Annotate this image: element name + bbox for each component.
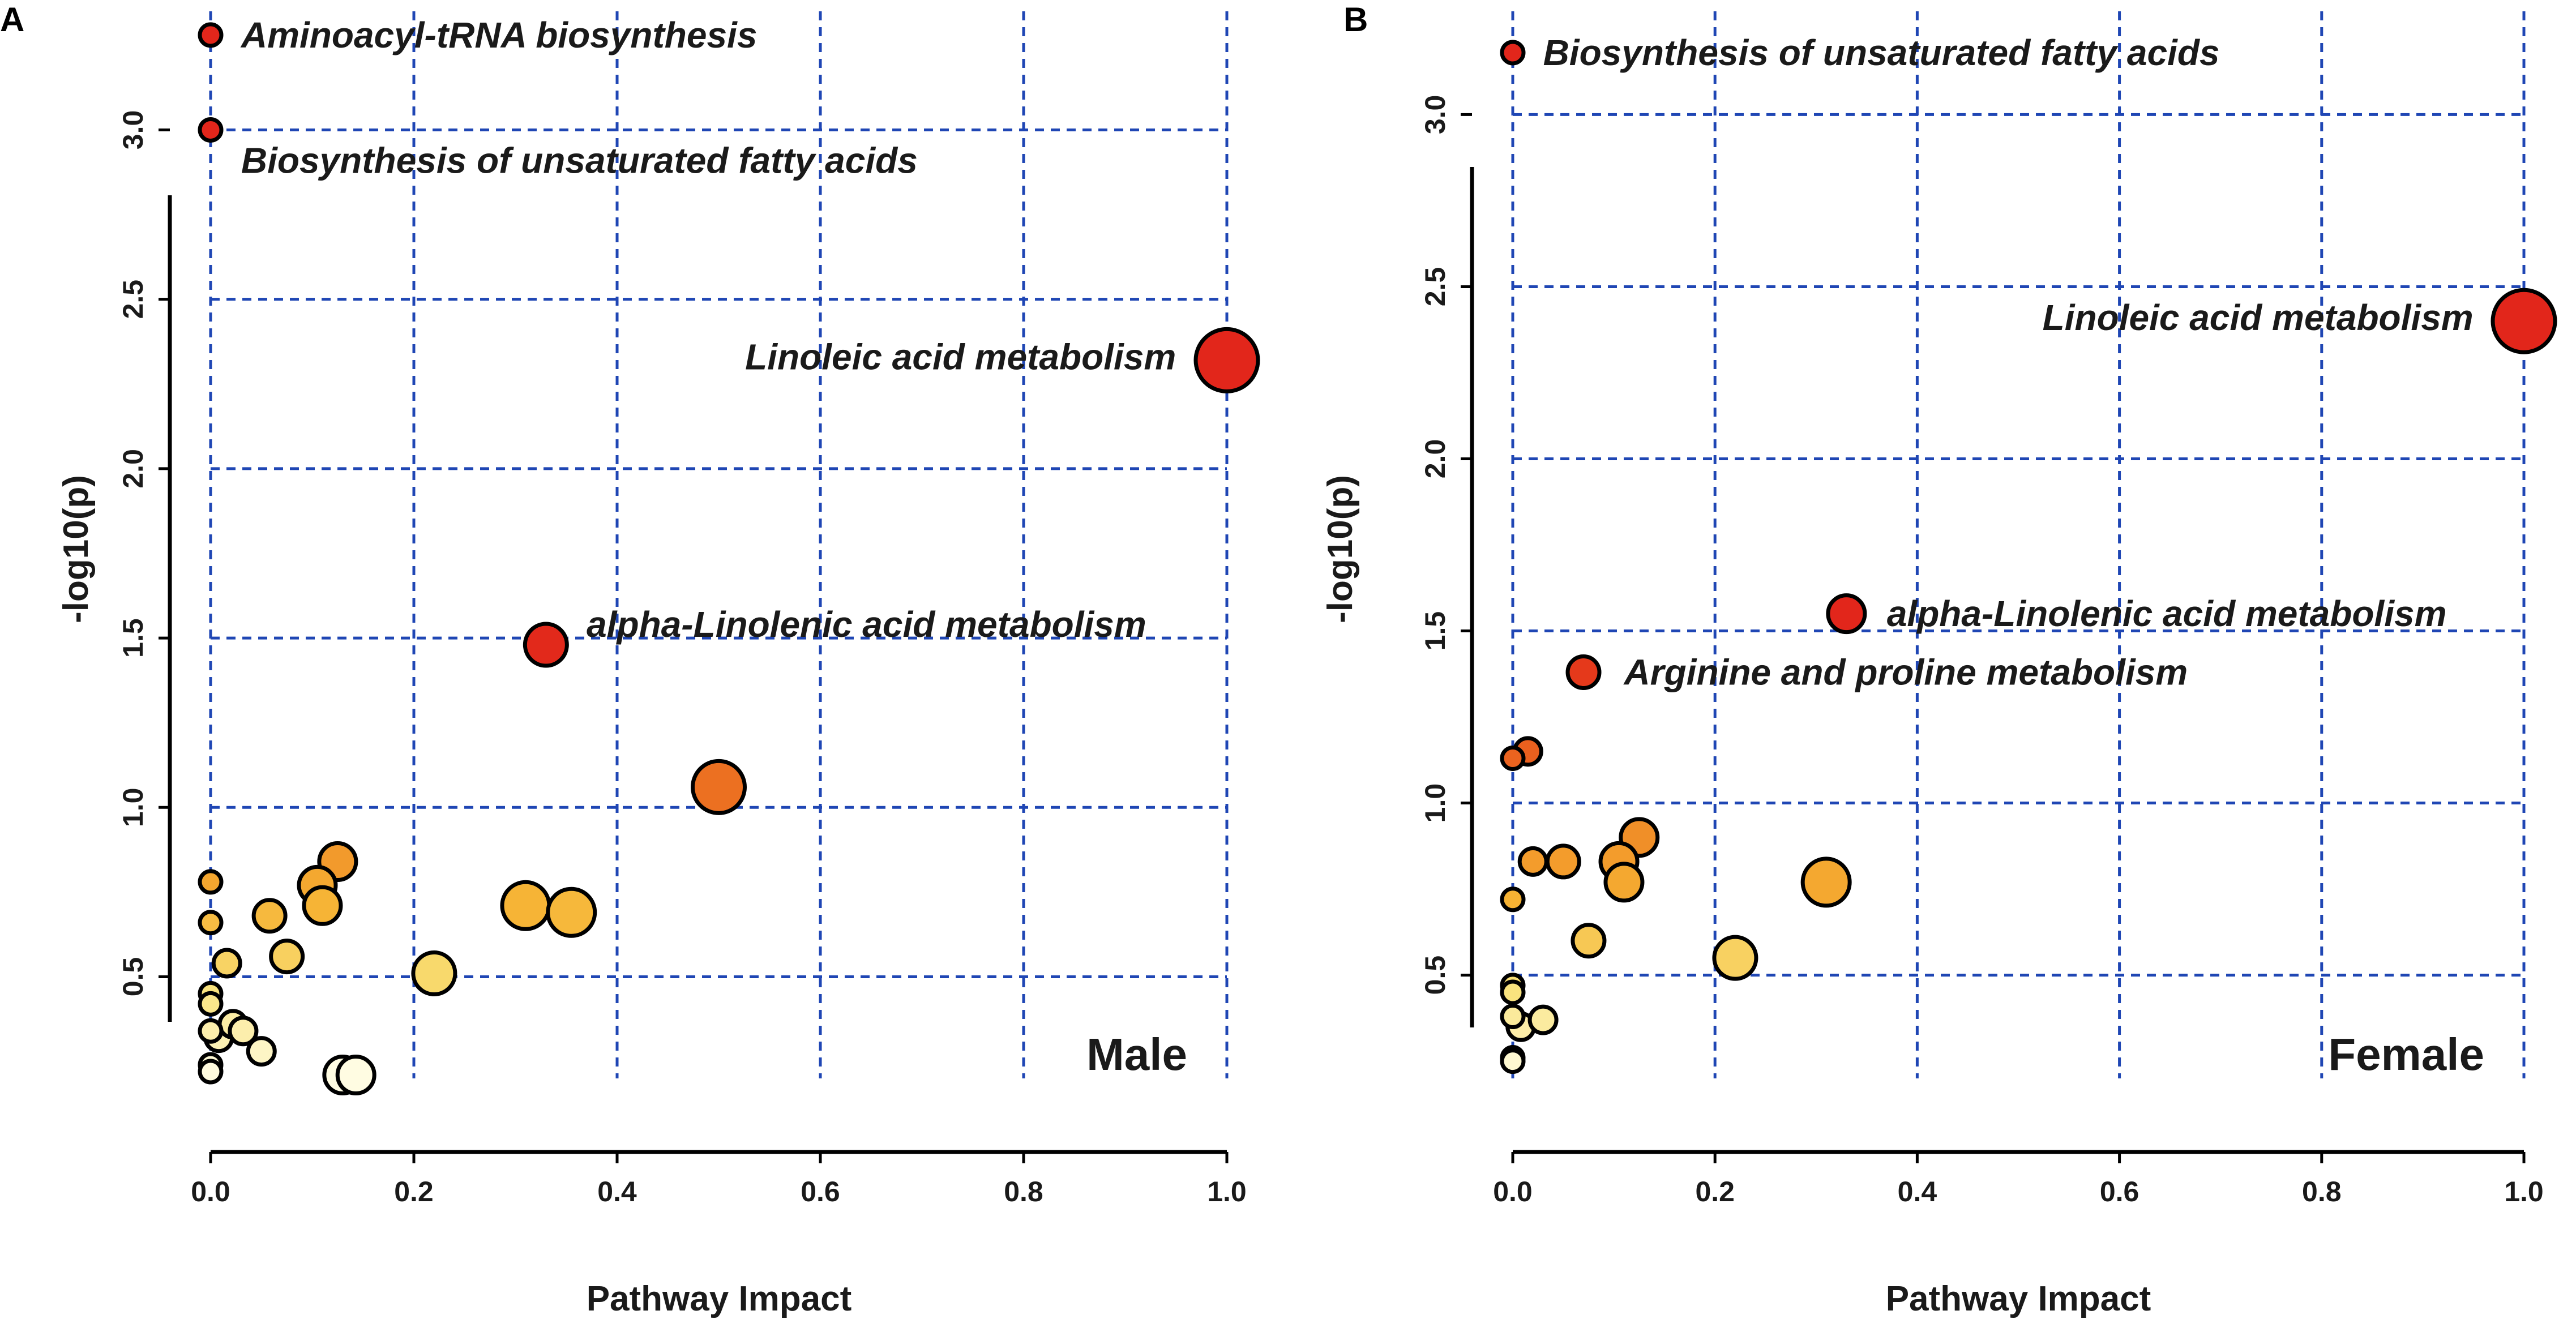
data-point (1500, 886, 1526, 913)
data-point (198, 1059, 224, 1085)
point-annotation: Linoleic acid metabolism (745, 336, 1176, 377)
y-tick-label-3.0: 3.0 (1419, 95, 1451, 135)
data-point (198, 117, 224, 143)
x-tick-label-1.0: 1.0 (1207, 1176, 1247, 1207)
y-tick-label-2.5: 2.5 (117, 280, 149, 319)
y-tick-label-2.0: 2.0 (1419, 439, 1451, 479)
point-annotation: Arginine and proline metabolism (1623, 652, 2188, 692)
y-tick-label-1.0: 1.0 (1419, 783, 1451, 823)
data-point (1571, 923, 1607, 959)
corner-label: Male (1086, 1029, 1187, 1080)
data-point (523, 622, 569, 668)
data-point (1500, 40, 1526, 66)
x-tick-label-0.2: 0.2 (394, 1176, 434, 1207)
data-point (302, 885, 343, 926)
x-tick-label-0.0: 0.0 (1493, 1176, 1533, 1207)
y-tick-label-1.0: 1.0 (117, 788, 149, 828)
point-annotation: alpha-Linolenic acid metabolism (1887, 593, 2447, 634)
point-annotation: Biosynthesis of unsaturated fatty acids (1543, 32, 2220, 73)
data-point (198, 22, 224, 48)
y-tick-label-0.5: 0.5 (117, 957, 149, 997)
x-axis-title: Pathway Impact (1886, 1279, 2151, 1318)
x-tick-label-0.0: 0.0 (191, 1176, 230, 1207)
data-point (1500, 1004, 1526, 1030)
data-point (1712, 935, 1758, 981)
data-point (335, 1055, 376, 1096)
data-point (2491, 288, 2557, 354)
x-tick-label-0.6: 0.6 (2100, 1176, 2139, 1207)
x-tick-label-1.0: 1.0 (2504, 1176, 2544, 1207)
y-tick-label-2.5: 2.5 (1419, 267, 1451, 307)
data-point (269, 939, 305, 975)
x-tick-label-0.6: 0.6 (801, 1176, 840, 1207)
data-point (1603, 862, 1645, 903)
point-annotation: Linoleic acid metabolism (2043, 297, 2474, 338)
panel-label: B (1343, 1, 1368, 38)
x-tick-label-0.4: 0.4 (597, 1176, 637, 1207)
data-point (198, 869, 224, 895)
point-annotation: Biosynthesis of unsaturated fatty acids (241, 140, 918, 181)
data-point (1826, 593, 1867, 635)
x-axis-title: Pathway Impact (587, 1279, 852, 1318)
data-point (211, 948, 242, 979)
data-point (691, 759, 747, 815)
y-tick-label-3.0: 3.0 (117, 110, 149, 150)
y-axis-title: -log10(p) (57, 475, 96, 623)
data-point (198, 1018, 224, 1044)
point-annotation: Aminoacyl-tRNA biosynthesis (240, 15, 758, 55)
y-tick-label-2.0: 2.0 (117, 449, 149, 489)
data-point (198, 910, 224, 936)
y-tick-label-0.5: 0.5 (1419, 956, 1451, 995)
corner-label: Female (2328, 1029, 2484, 1080)
data-point (246, 1036, 277, 1067)
x-tick-label-0.2: 0.2 (1695, 1176, 1735, 1207)
y-tick-label-1.5: 1.5 (117, 618, 149, 658)
data-point (1517, 846, 1548, 877)
data-point (1527, 1004, 1559, 1035)
data-point (546, 886, 597, 938)
x-tick-label-0.4: 0.4 (1898, 1176, 1937, 1207)
data-point (1500, 1048, 1526, 1074)
data-point (251, 898, 288, 934)
data-point (1545, 843, 1581, 880)
data-point (1800, 856, 1852, 908)
data-point (198, 991, 224, 1017)
data-point (500, 880, 551, 931)
y-tick-label-1.5: 1.5 (1419, 611, 1451, 651)
x-tick-label-0.8: 0.8 (2302, 1176, 2342, 1207)
panel-label: A (0, 1, 24, 38)
data-point (1500, 979, 1526, 1005)
point-annotation: alpha-Linolenic acid metabolism (587, 604, 1146, 645)
data-point (411, 950, 457, 996)
x-tick-label-0.8: 0.8 (1004, 1176, 1043, 1207)
data-point (228, 1016, 259, 1047)
data-point (1193, 327, 1260, 393)
data-point (1500, 746, 1526, 771)
data-point (1565, 654, 1602, 690)
y-axis-title: -log10(p) (1321, 475, 1360, 623)
